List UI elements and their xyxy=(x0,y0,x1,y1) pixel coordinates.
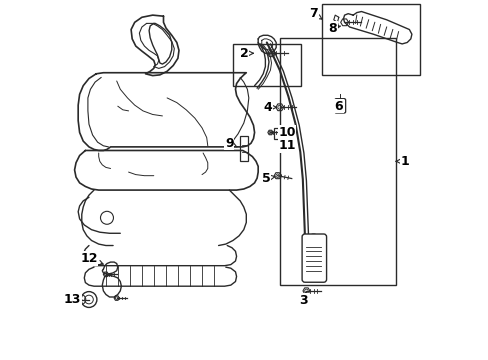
Bar xyxy=(273,128,284,139)
Bar xyxy=(240,136,247,161)
Text: 12: 12 xyxy=(80,252,103,265)
Bar xyxy=(232,44,300,86)
FancyBboxPatch shape xyxy=(302,234,326,282)
FancyBboxPatch shape xyxy=(334,99,345,113)
Text: 4: 4 xyxy=(263,101,276,114)
Text: 2: 2 xyxy=(240,47,253,60)
Bar xyxy=(321,4,419,75)
Text: 6: 6 xyxy=(334,100,343,113)
Text: 11: 11 xyxy=(278,139,295,152)
Text: 8: 8 xyxy=(328,22,340,35)
Text: 1: 1 xyxy=(395,155,408,168)
Text: 5: 5 xyxy=(261,172,274,185)
Text: 3: 3 xyxy=(299,292,307,307)
Text: 13: 13 xyxy=(63,293,81,306)
Text: 10: 10 xyxy=(278,126,295,139)
Text: 9: 9 xyxy=(224,137,237,150)
Bar xyxy=(279,38,395,285)
Text: 7: 7 xyxy=(308,7,321,20)
